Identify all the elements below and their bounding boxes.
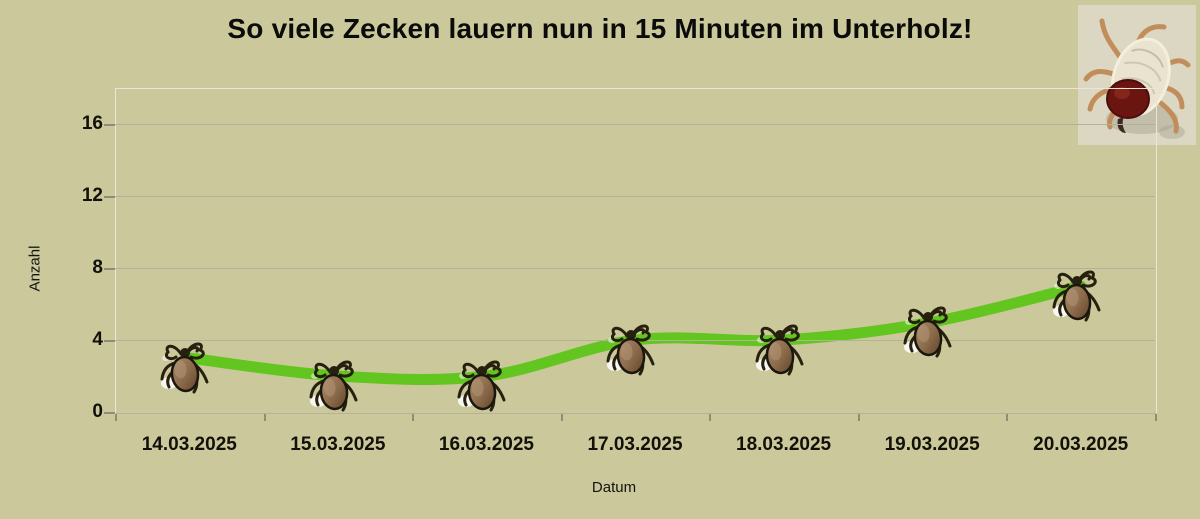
y-tick-mark <box>104 268 115 270</box>
gridline-y-16 <box>115 124 1155 125</box>
x-axis-title: Datum <box>591 479 637 496</box>
tick-insect-icon <box>755 324 804 376</box>
x-tick-label: 18.03.2025 <box>736 434 832 455</box>
data-point-marker-19.03.2025 <box>902 302 954 358</box>
tick-insect-icon <box>1052 270 1101 322</box>
y-tick-mark <box>104 340 115 342</box>
y-tick-label: 0 <box>92 401 103 422</box>
y-tick-mark <box>104 124 115 126</box>
x-tick-label: 15.03.2025 <box>290 434 386 455</box>
x-tick-label: 14.03.2025 <box>141 434 237 455</box>
y-tick-label: 8 <box>92 257 103 278</box>
y-tick-label: 16 <box>81 113 103 134</box>
y-tick-mark <box>104 412 115 414</box>
x-minor-tick <box>1155 414 1157 421</box>
y-axis-title: Anzahl <box>26 245 44 292</box>
data-point-marker-18.03.2025 <box>754 320 806 376</box>
chart-title: So viele Zecken lauern nun in 15 Minuten… <box>227 13 973 44</box>
x-minor-tick <box>857 414 860 421</box>
x-minor-tick <box>709 414 712 421</box>
data-point-marker-14.03.2025 <box>159 338 211 394</box>
x-minor-tick <box>412 414 415 421</box>
x-tick-label: 16.03.2025 <box>438 434 534 455</box>
tick-photo <box>1078 5 1196 145</box>
x-minor-tick <box>560 414 563 421</box>
gridline-y-8 <box>115 268 1155 269</box>
data-point-marker-15.03.2025 <box>308 356 360 412</box>
tick-insect-icon <box>903 306 952 358</box>
plot-area <box>115 88 1157 414</box>
tick-insect-icon <box>160 342 209 394</box>
x-tick-label: 19.03.2025 <box>884 434 980 455</box>
x-minor-tick <box>1006 414 1009 421</box>
tick-insect-icon <box>309 360 358 412</box>
y-tick-mark <box>104 196 115 198</box>
x-minor-tick <box>263 414 266 421</box>
gridline-y-12 <box>115 196 1155 197</box>
data-point-marker-20.03.2025 <box>1051 266 1103 322</box>
x-tick-label: 20.03.2025 <box>1033 434 1129 455</box>
tick-insect-icon <box>457 360 506 412</box>
data-point-marker-17.03.2025 <box>605 320 657 376</box>
data-point-marker-16.03.2025 <box>456 356 508 412</box>
tick-insect-icon <box>606 324 655 376</box>
x-minor-tick <box>115 414 117 421</box>
y-tick-label: 12 <box>81 185 103 206</box>
x-tick-label: 17.03.2025 <box>587 434 683 455</box>
tick-photo-image <box>1078 5 1196 145</box>
y-tick-label: 4 <box>92 329 103 350</box>
